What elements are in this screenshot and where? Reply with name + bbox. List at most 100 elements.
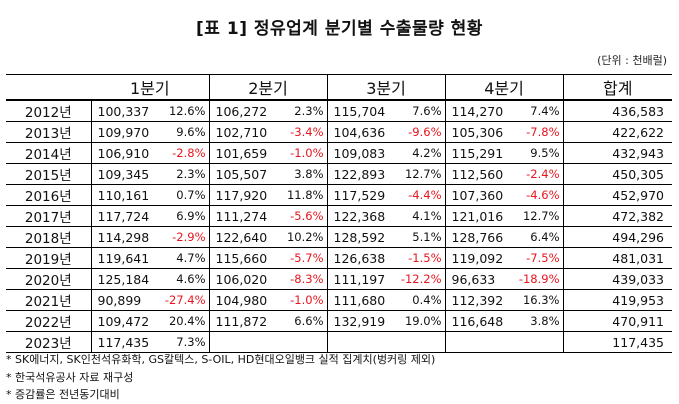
q2-change: 6.6% (271, 310, 328, 332)
table-row: 2023년 117,435 7.3% 117,435 (6, 331, 672, 353)
q1-value: 117,435 (91, 331, 153, 353)
q2-change: 11.8% (271, 184, 328, 206)
header-year (6, 74, 91, 101)
q4-value: 121,016 (445, 205, 507, 227)
year-cell: 2016년 (6, 184, 92, 206)
q1-change: 7.3% (153, 331, 210, 353)
year-cell: 2017년 (6, 205, 92, 227)
q3-value: 128,592 (327, 226, 389, 248)
q1-change: -27.4% (153, 289, 210, 311)
table-row: 2017년 117,724 6.9% 111,274 -5.6% 122,368 4.1% 1… (6, 205, 672, 227)
header-q2: 2분기 (209, 74, 328, 101)
q1-change: 9.6% (153, 121, 210, 143)
q3-change: -4.4% (389, 184, 446, 206)
q2-value: 105,507 (209, 163, 271, 185)
q1-value: 109,345 (91, 163, 153, 185)
year-cell: 2018년 (6, 226, 92, 248)
q3-change: 5.1% (389, 226, 446, 248)
q1-change: 0.7% (153, 184, 210, 206)
total-value: 436,583 (562, 99, 672, 122)
header-q4: 4분기 (445, 74, 564, 101)
footnote: * SK에너지, SK인천석유화학, GS칼텍스, S-OIL, HD현대오일뱅… (6, 353, 436, 366)
q3-value: 122,368 (327, 205, 389, 227)
q3-change (389, 331, 446, 353)
q1-value: 110,161 (91, 184, 153, 206)
q1-value: 100,337 (91, 99, 153, 122)
q4-change (507, 331, 564, 353)
header-q1: 1분기 (91, 74, 210, 101)
q1-value: 109,472 (91, 310, 153, 332)
year-cell: 2022년 (6, 310, 92, 332)
total-value: 470,911 (562, 310, 672, 332)
q1-change: -2.9% (153, 226, 210, 248)
q2-value: 101,659 (209, 142, 271, 164)
table-row: 2018년 114,298 -2.9% 122,640 10.2% 128,592 5.1%… (6, 226, 672, 248)
q3-change: 12.7% (389, 163, 446, 185)
q2-value: 106,272 (209, 99, 271, 122)
year-cell: 2012년 (6, 99, 92, 122)
total-value: 422,622 (562, 121, 672, 143)
page-title: [표 1] 정유업계 분기별 수출물량 현황 (196, 19, 483, 39)
q4-value: 114,270 (445, 99, 507, 122)
q2-change: -5.7% (271, 247, 328, 269)
table-row: 2014년 106,910 -2.8% 101,659 -1.0% 109,083 4.2%… (6, 142, 672, 164)
total-value: 472,382 (562, 205, 672, 227)
q1-value: 109,970 (91, 121, 153, 143)
year-cell: 2020년 (6, 268, 92, 290)
table-row: 2016년 110,161 0.7% 117,920 11.8% 117,529 -4.4%… (6, 184, 672, 206)
unit-label: (단위 : 천배럴) (597, 54, 667, 67)
q3-change: -1.5% (389, 247, 446, 269)
q1-change: 6.9% (153, 205, 210, 227)
q4-change: -18.9% (507, 268, 564, 290)
q1-change: 4.7% (153, 247, 210, 269)
q4-change: -7.8% (507, 121, 564, 143)
q1-value: 106,910 (91, 142, 153, 164)
q4-value: 128,766 (445, 226, 507, 248)
q2-change: -1.0% (271, 289, 328, 311)
table-row: 2012년 100,337 12.6% 106,272 2.3% 115,704 7.6% 1… (6, 99, 672, 122)
q3-value: 104,636 (327, 121, 389, 143)
q2-change (271, 331, 328, 353)
q2-value: 102,710 (209, 121, 271, 143)
q3-value (327, 331, 389, 353)
q4-change: -2.4% (507, 163, 564, 185)
q2-change: -5.6% (271, 205, 328, 227)
q3-value: 115,704 (327, 99, 389, 122)
total-value: 432,943 (562, 142, 672, 164)
q4-value: 112,560 (445, 163, 507, 185)
q2-change: -1.0% (271, 142, 328, 164)
table-row: 2019년 119,641 4.7% 115,660 -5.7% 126,638 -1.5%… (6, 247, 672, 269)
q3-value: 117,529 (327, 184, 389, 206)
q2-value: 115,660 (209, 247, 271, 269)
table-row: 2015년 109,345 2.3% 105,507 3.8% 122,893 12.7% 1… (6, 163, 672, 185)
q3-value: 132,919 (327, 310, 389, 332)
q4-change: 7.4% (507, 99, 564, 122)
q3-change: 7.6% (389, 99, 446, 122)
q3-change: 4.1% (389, 205, 446, 227)
q4-value: 116,648 (445, 310, 507, 332)
q2-value: 104,980 (209, 289, 271, 311)
year-cell: 2023년 (6, 331, 92, 353)
table-body: 2012년 100,337 12.6% 106,272 2.3% 115,704 7.6% 1… (6, 99, 672, 353)
q3-change: -12.2% (389, 268, 446, 290)
table-row: 2020년 125,184 4.6% 106,020 -8.3% 111,197 -12.2… (6, 268, 672, 290)
q4-value: 96,633 (445, 268, 507, 290)
q4-change: 12.7% (507, 205, 564, 227)
q4-value (445, 331, 507, 353)
q3-change: 0.4% (389, 289, 446, 311)
q3-value: 109,083 (327, 142, 389, 164)
q1-value: 125,184 (91, 268, 153, 290)
q4-change: -4.6% (507, 184, 564, 206)
q3-value: 111,680 (327, 289, 389, 311)
q3-change: 4.2% (389, 142, 446, 164)
q4-change: 16.3% (507, 289, 564, 311)
year-cell: 2021년 (6, 289, 92, 311)
q1-change: 12.6% (153, 99, 210, 122)
q2-value: 122,640 (209, 226, 271, 248)
q4-value: 119,092 (445, 247, 507, 269)
q1-value: 114,298 (91, 226, 153, 248)
year-cell: 2014년 (6, 142, 92, 164)
total-value: 452,970 (562, 184, 672, 206)
q4-change: -7.5% (507, 247, 564, 269)
q4-change: 9.5% (507, 142, 564, 164)
